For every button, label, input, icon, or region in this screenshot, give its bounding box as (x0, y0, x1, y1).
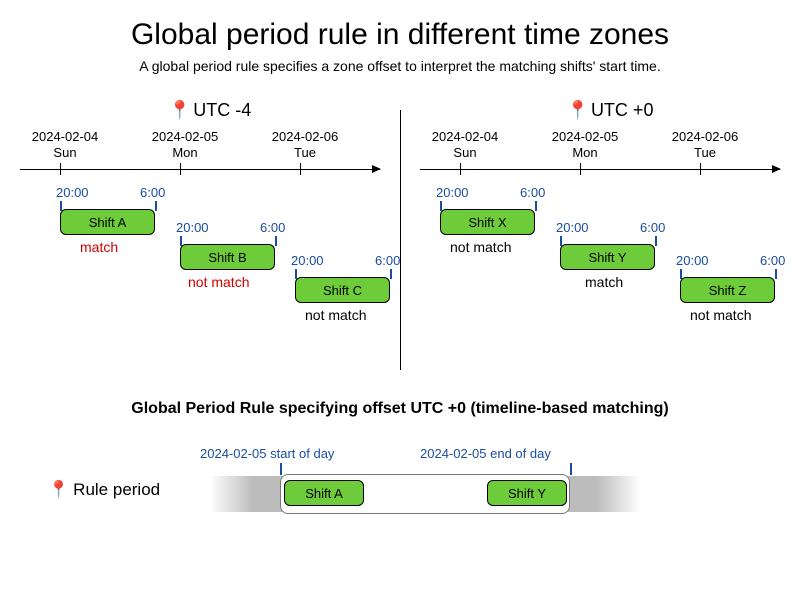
dow-label: Sun (420, 145, 510, 161)
time-end-label: 6:00 (260, 220, 285, 235)
rule-period-text: Rule period (73, 480, 160, 499)
vertical-divider (400, 110, 401, 370)
date-column: 2024-02-05Mon (540, 129, 630, 162)
shift-box: Shift X (440, 209, 535, 235)
panel-left: 📍UTC -4 2024-02-04Sun2024-02-05Mon2024-0… (20, 100, 400, 329)
date-column: 2024-02-04Sun (420, 129, 510, 162)
time-tick (655, 236, 657, 246)
match-label: match (585, 274, 623, 290)
rule-section: Global Period Rule specifying offset UTC… (0, 400, 800, 528)
time-start-label: 20:00 (556, 220, 589, 235)
shifts-left: 20:00 6:00 Shift A match 20:00 6:00 Shift B not… (20, 189, 400, 329)
dow-label: Tue (260, 145, 350, 161)
pin-icon: 📍 (169, 100, 191, 120)
timeline-axis (420, 169, 780, 170)
date-label: 2024-02-06 (260, 129, 350, 145)
timeline-right: 2024-02-04Sun 2024-02-05Mon 2024-02-06Tue (420, 129, 800, 189)
date-label: 2024-02-04 (20, 129, 110, 145)
axis-tick (300, 163, 301, 175)
rule-end-label: 2024-02-05 end of day (420, 446, 551, 461)
axis-tick (460, 163, 461, 175)
date-column: 2024-02-06Tue (260, 129, 350, 162)
time-end-label: 6:00 (640, 220, 665, 235)
axis-tick (580, 163, 581, 175)
rule-start-label: 2024-02-05 start of day (200, 446, 334, 461)
tz-label-left: 📍UTC -4 (20, 100, 400, 121)
rule-tick (280, 463, 282, 475)
match-label: not match (305, 307, 366, 323)
rule-row: 📍Rule period 2024-02-05 start of day 2024… (0, 438, 800, 528)
time-tick (275, 236, 277, 246)
time-start-label: 20:00 (676, 253, 709, 268)
tz-text-right: UTC +0 (591, 100, 654, 120)
time-end-label: 6:00 (520, 185, 545, 200)
shift-box: Shift B (180, 244, 275, 270)
match-label: not match (690, 307, 751, 323)
date-label: 2024-02-06 (660, 129, 750, 145)
match-label: not match (188, 274, 249, 290)
time-end-label: 6:00 (140, 185, 165, 200)
rule-shift-box: Shift A (284, 480, 364, 506)
date-label: 2024-02-05 (540, 129, 630, 145)
rule-period-label: 📍Rule period (48, 480, 160, 500)
time-start-label: 20:00 (56, 185, 89, 200)
shifts-right: 20:00 6:00 Shift X not match 20:00 6:00 Shift … (420, 189, 800, 329)
shift-box: Shift A (60, 209, 155, 235)
rule-title: Global Period Rule specifying offset UTC… (0, 400, 800, 418)
shift-box: Shift C (295, 277, 390, 303)
time-end-label: 6:00 (760, 253, 785, 268)
page-subtitle: A global period rule specifies a zone of… (0, 58, 800, 74)
panel-right: 📍UTC +0 2024-02-04Sun2024-02-05Mon2024-0… (420, 100, 800, 329)
timeline-left: 2024-02-04Sun 2024-02-05Mon 2024-02-06Tue (20, 129, 400, 189)
tz-text-left: UTC -4 (193, 100, 251, 120)
match-label: not match (450, 239, 511, 255)
time-start-label: 20:00 (291, 253, 324, 268)
time-tick (775, 269, 777, 279)
match-label: match (80, 239, 118, 255)
time-tick (390, 269, 392, 279)
pin-icon: 📍 (48, 480, 69, 499)
time-end-label: 6:00 (375, 253, 400, 268)
page-title: Global period rule in different time zon… (0, 0, 800, 52)
axis-tick (700, 163, 701, 175)
date-label: 2024-02-04 (420, 129, 510, 145)
shift-box: Shift Y (560, 244, 655, 270)
time-tick (535, 201, 537, 211)
date-column: 2024-02-06Tue (660, 129, 750, 162)
date-column: 2024-02-04Sun (20, 129, 110, 162)
rule-shift-box: Shift Y (487, 480, 567, 506)
date-column: 2024-02-05Mon (140, 129, 230, 162)
dow-label: Mon (540, 145, 630, 161)
time-tick (155, 201, 157, 211)
dow-label: Sun (20, 145, 110, 161)
shift-box: Shift Z (680, 277, 775, 303)
dow-label: Tue (660, 145, 750, 161)
tz-label-right: 📍UTC +0 (420, 100, 800, 121)
axis-tick (180, 163, 181, 175)
rule-tick (570, 463, 572, 475)
axis-tick (60, 163, 61, 175)
time-start-label: 20:00 (436, 185, 469, 200)
pin-icon: 📍 (567, 100, 589, 120)
time-start-label: 20:00 (176, 220, 209, 235)
dow-label: Mon (140, 145, 230, 161)
date-label: 2024-02-05 (140, 129, 230, 145)
timeline-axis (20, 169, 380, 170)
